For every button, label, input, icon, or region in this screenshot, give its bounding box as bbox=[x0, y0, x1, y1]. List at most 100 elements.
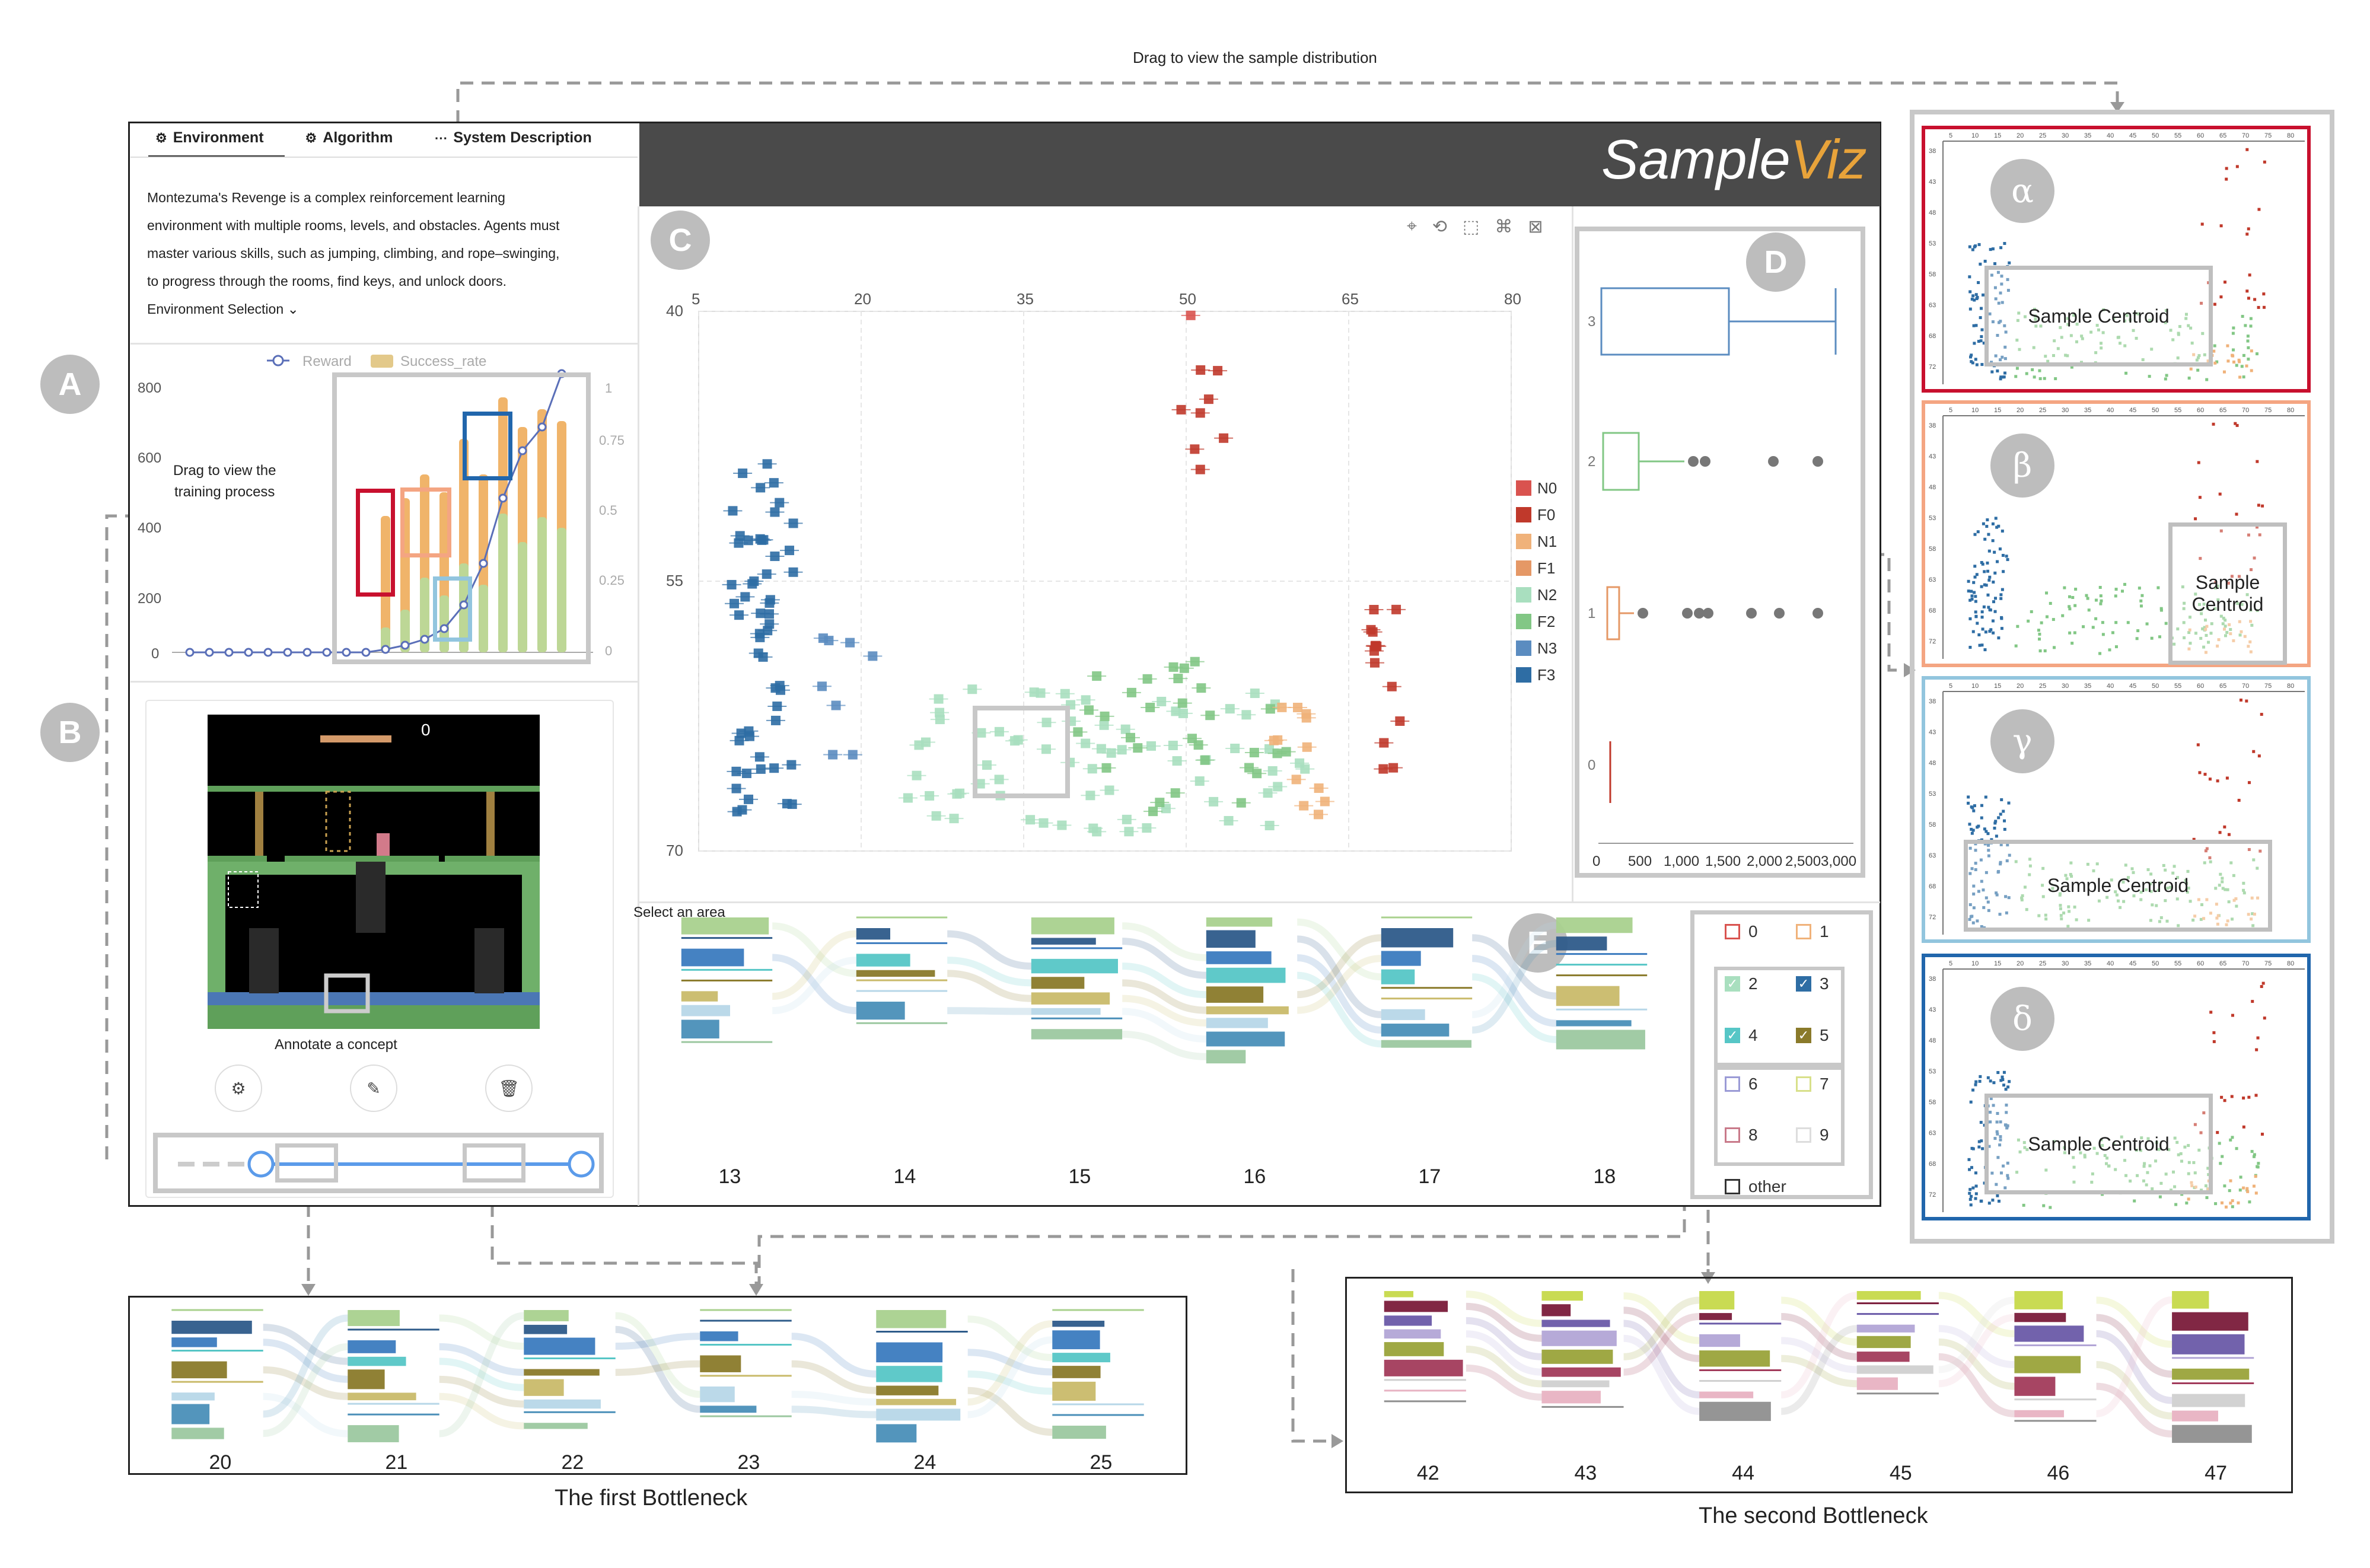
cluster-bar bbox=[1031, 938, 1096, 945]
legend-label: N0 bbox=[1537, 479, 1557, 497]
checkbox-icon[interactable] bbox=[1796, 924, 1811, 939]
cluster-legend-item-5[interactable]: ✓ 5 bbox=[1796, 1026, 1829, 1045]
box-y-tick: 1 bbox=[1588, 605, 1595, 622]
svg-text:35: 35 bbox=[2084, 407, 2091, 414]
svg-text:200: 200 bbox=[138, 591, 161, 607]
step-label: 22 bbox=[562, 1451, 584, 1474]
cluster-bar bbox=[1206, 951, 1272, 964]
highlight-rect-delta[interactable] bbox=[463, 412, 512, 480]
cluster-legend-label: other bbox=[1748, 1177, 1786, 1196]
game-screen[interactable]: 0 bbox=[208, 715, 540, 1029]
sankey-main[interactable]: 13 14 15 16 17 18 bbox=[639, 904, 1689, 1207]
clear-icon[interactable]: ⊠ bbox=[1528, 217, 1543, 237]
cluster-legend-item-9[interactable]: 9 bbox=[1796, 1126, 1829, 1145]
cluster-bar bbox=[1206, 1006, 1289, 1015]
checkbox-icon[interactable]: ✓ bbox=[1725, 976, 1740, 992]
checkbox-icon[interactable]: ✓ bbox=[1796, 976, 1811, 992]
legend-label: N3 bbox=[1537, 639, 1557, 657]
svg-text:20: 20 bbox=[2017, 132, 2024, 139]
cluster-bar bbox=[1384, 1301, 1448, 1312]
checkbox-icon[interactable] bbox=[1796, 1127, 1811, 1143]
svg-text:70: 70 bbox=[2242, 132, 2249, 139]
cluster-bar bbox=[1699, 1391, 1754, 1398]
slider-window-1[interactable] bbox=[275, 1143, 338, 1183]
checkbox-icon[interactable]: ✓ bbox=[1725, 1028, 1740, 1043]
legend-label: F0 bbox=[1537, 506, 1555, 524]
chart-legend: Reward Success_rate bbox=[267, 353, 486, 369]
cluster-legend-item-7[interactable]: 7 bbox=[1796, 1075, 1829, 1094]
svg-text:75: 75 bbox=[2264, 683, 2272, 690]
trash-icon: 🗑 bbox=[498, 1079, 520, 1098]
cluster-legend-label: 6 bbox=[1748, 1075, 1758, 1093]
highlight-rect-alpha[interactable] bbox=[356, 489, 395, 597]
environment-selection-dropdown[interactable]: Environment Selection ⌄ bbox=[147, 301, 299, 317]
tab-algorithm[interactable]: ⚙ Algorithm bbox=[305, 129, 393, 146]
undo-icon[interactable]: ⟲ bbox=[1432, 217, 1448, 237]
svg-text:60: 60 bbox=[2197, 960, 2204, 967]
cluster-bar bbox=[681, 948, 744, 967]
cluster-legend-item-3[interactable]: ✓ 3 bbox=[1796, 974, 1829, 993]
cluster-bar bbox=[348, 1340, 396, 1353]
sample-distribution-panel-1[interactable]: 5 10 15 20 25 30 35 40 45 50 55 60 65 70 75 80 38 43 48 53 5… bbox=[1922, 400, 2311, 667]
sample-distribution-panel-3[interactable]: 5 10 15 20 25 30 35 40 45 50 55 60 65 70 75 80 38 43 48 53 5… bbox=[1922, 954, 2311, 1220]
svg-text:5: 5 bbox=[1949, 683, 1952, 690]
tab-environment[interactable]: ⚙ Environment bbox=[155, 129, 264, 146]
checkbox-icon[interactable] bbox=[1725, 1076, 1740, 1092]
checkbox-icon[interactable]: ✓ bbox=[1796, 1028, 1811, 1043]
cluster-bar bbox=[1206, 1050, 1246, 1064]
cluster-legend-item-4[interactable]: ✓ 4 bbox=[1725, 1026, 1758, 1045]
checkbox-icon[interactable] bbox=[1796, 1076, 1811, 1092]
cluster-legend-item-8[interactable]: 8 bbox=[1725, 1126, 1758, 1145]
y-axis-left: 800 600 400 200 0 bbox=[138, 380, 161, 662]
checkbox-icon[interactable] bbox=[1725, 924, 1740, 939]
cluster-bar bbox=[1856, 1336, 1911, 1349]
annotate-button[interactable]: ✎ bbox=[350, 1065, 397, 1112]
svg-text:38: 38 bbox=[1929, 422, 1936, 429]
cluster-bar bbox=[856, 928, 890, 940]
select-rect-icon[interactable]: ⬚ bbox=[1463, 217, 1480, 237]
delete-button[interactable]: 🗑 bbox=[485, 1065, 533, 1112]
checkbox-icon[interactable] bbox=[1725, 1127, 1740, 1143]
y-axis-right: 1 0.75 0.5 0.25 0 bbox=[599, 381, 625, 658]
step-label: 46 bbox=[2047, 1462, 2070, 1484]
svg-text:48: 48 bbox=[1929, 760, 1936, 767]
step-label: 15 bbox=[1069, 1165, 1091, 1188]
zoom-icon[interactable]: ⌖ bbox=[1407, 216, 1417, 236]
scatter-chart[interactable]: 5 20 35 50 65 80 40 55 70 N0 F0 N1 F1 N2 F2 N3 F3 bbox=[639, 273, 1572, 901]
checkbox-icon[interactable] bbox=[1725, 1179, 1740, 1194]
svg-text:80: 80 bbox=[2287, 683, 2294, 690]
legend-label: F3 bbox=[1537, 666, 1555, 684]
cluster-legend-item-other[interactable]: other bbox=[1725, 1177, 1786, 1196]
cluster-legend-label: 4 bbox=[1748, 1026, 1758, 1044]
cluster-legend-item-6[interactable]: 6 bbox=[1725, 1075, 1758, 1094]
cluster-legend-item-2[interactable]: ✓ 2 bbox=[1725, 974, 1758, 993]
highlight-rect-beta[interactable] bbox=[400, 487, 451, 557]
timeline-slider[interactable] bbox=[172, 1148, 599, 1181]
step-label: 14 bbox=[894, 1165, 916, 1188]
sample-distribution-panel-2[interactable]: 5 10 15 20 25 30 35 40 45 50 55 60 65 70 75 80 38 43 48 53 5… bbox=[1922, 676, 2311, 943]
reward-point bbox=[479, 559, 488, 568]
svg-text:1: 1 bbox=[605, 381, 612, 396]
settings-button[interactable]: ⚙ bbox=[215, 1065, 262, 1112]
highlight-rect-gamma[interactable] bbox=[433, 576, 472, 642]
panel-divider-ce bbox=[639, 901, 1880, 903]
svg-text:0.25: 0.25 bbox=[599, 573, 625, 588]
sample-distribution-panel-0[interactable]: 5 10 15 20 25 30 35 40 45 50 55 60 65 70 75 80 38 43 48 53 5… bbox=[1922, 126, 2311, 393]
mini-panels-frame bbox=[1910, 110, 2334, 1244]
cluster-bar bbox=[524, 1423, 588, 1429]
lasso-icon[interactable]: ⌘ bbox=[1495, 217, 1513, 237]
tab-system-description[interactable]: ⋯ System Description bbox=[434, 129, 592, 146]
area-selection-box[interactable] bbox=[973, 706, 1070, 798]
panel-greek-label: δ bbox=[1990, 987, 2054, 1051]
cluster-bar bbox=[1052, 1353, 1110, 1363]
legend-swatch bbox=[1516, 480, 1531, 496]
cluster-legend-label: 2 bbox=[1748, 974, 1758, 993]
svg-text:50: 50 bbox=[2152, 683, 2159, 690]
slider-window-2[interactable] bbox=[463, 1143, 525, 1183]
sample-centroid-box: Sample Centroid bbox=[1984, 1094, 2213, 1194]
training-drag-window[interactable] bbox=[332, 372, 591, 664]
cluster-legend-item-1[interactable]: 1 bbox=[1796, 922, 1829, 941]
svg-text:75: 75 bbox=[2264, 132, 2272, 139]
cluster-legend-item-0[interactable]: 0 bbox=[1725, 922, 1758, 941]
svg-text:72: 72 bbox=[1929, 1191, 1936, 1199]
